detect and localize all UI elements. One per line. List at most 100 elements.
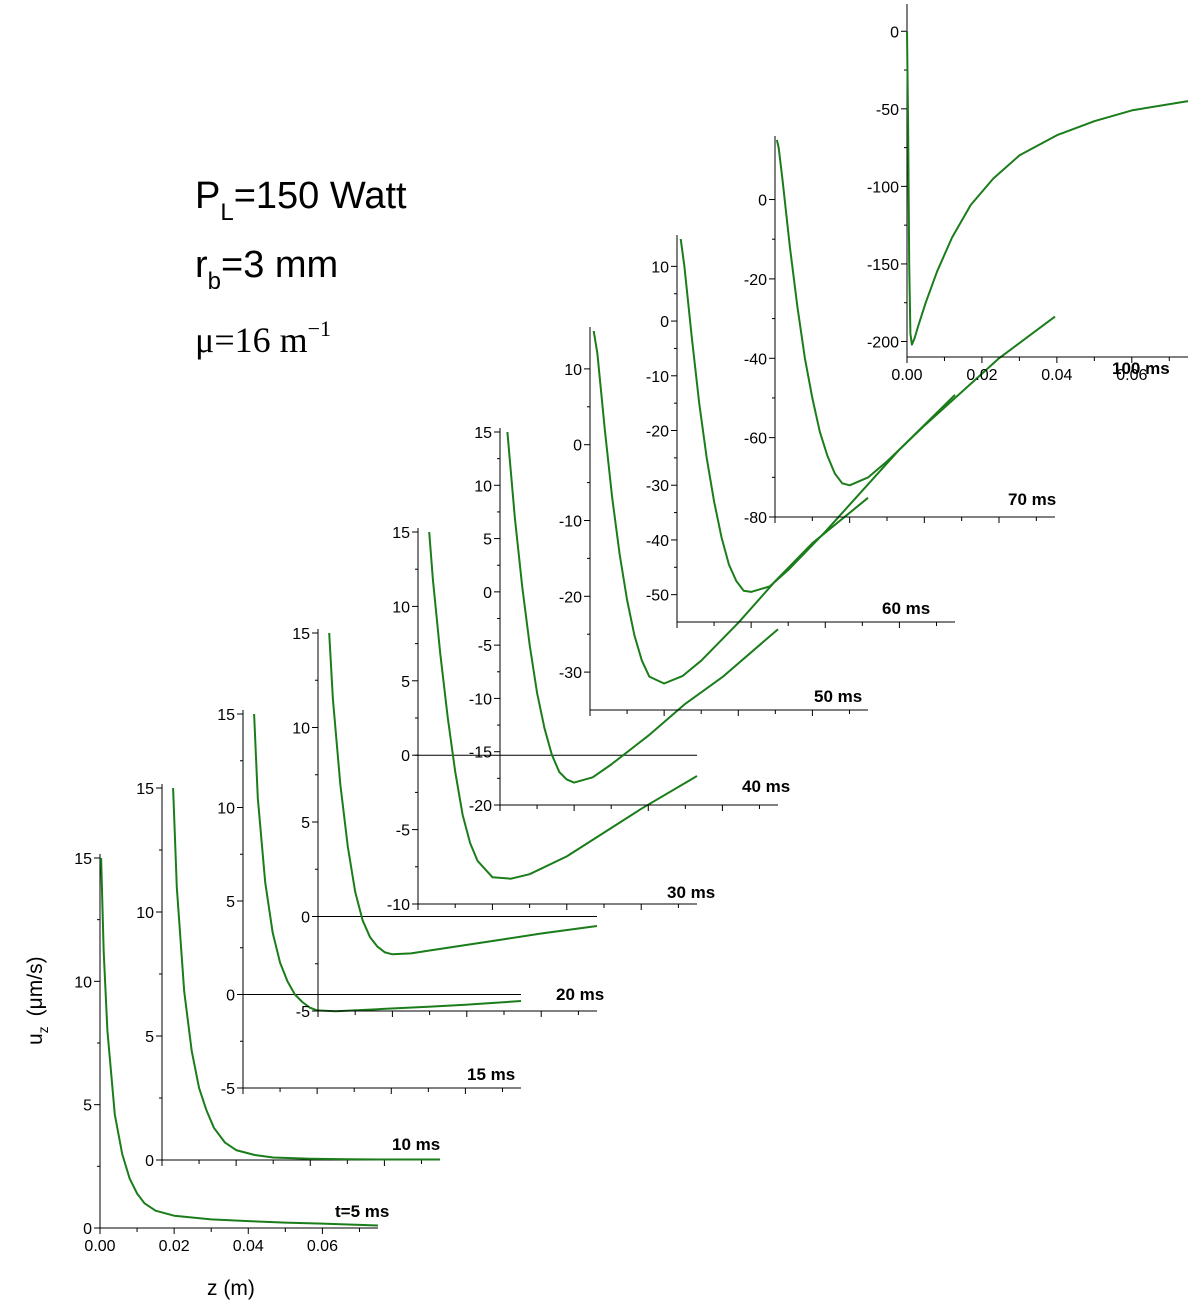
y-tick-label: 10	[74, 974, 92, 991]
y-tick-label: -10	[469, 691, 492, 708]
y-tick-label: 0	[483, 585, 492, 602]
y-tick-label: -5	[221, 1081, 235, 1098]
y-tick-label: -5	[296, 1004, 310, 1021]
y-tick-label: 5	[483, 532, 492, 549]
panel-9: 0.00 0.02 0.04 0.06 -200 -150 -100 -50 0 100 ms	[867, 4, 1189, 384]
y-tick-label: 5	[83, 1098, 92, 1115]
x-tick-label: 0.00	[84, 1238, 115, 1255]
panel-time-label: 100 ms	[1112, 359, 1170, 378]
panel-time-label: 50 ms	[814, 687, 862, 706]
y-tick-label: 0	[145, 1153, 154, 1170]
y-tick-label: -5	[396, 823, 410, 840]
panel-time-label: 15 ms	[467, 1065, 515, 1084]
y-tick-label: -20	[646, 424, 669, 441]
y-tick-label: 10	[292, 721, 310, 738]
y-tick-label: 5	[226, 894, 235, 911]
y-axis-title: uz(μm/s)	[24, 956, 51, 1045]
parameters-annotation: PL=150 Watt rb=3 mm μ=16 m−1	[195, 175, 407, 360]
y-tick-label: -20	[469, 798, 492, 815]
y-tick-label: 0	[573, 438, 582, 455]
panel-3: -5 0 5 10 15 20 ms	[292, 626, 604, 1021]
y-tick-label: 0	[660, 314, 669, 331]
y-tick-label: 15	[392, 525, 410, 542]
y-tick-label: 0	[401, 748, 410, 765]
y-tick-label: -20	[559, 589, 582, 606]
x-tick-label: 0.06	[1116, 367, 1147, 384]
y-tick-label: 15	[136, 781, 154, 798]
y-tick-label: 15	[292, 626, 310, 643]
y-tick-label: 10	[217, 801, 235, 818]
y-tick-label: 10	[651, 259, 669, 276]
panel-time-label: 40 ms	[742, 777, 790, 796]
x-tick-label: 0.04	[1041, 367, 1072, 384]
y-tick-label: 5	[401, 674, 410, 691]
series-line	[906, 31, 1189, 346]
y-tick-label: -15	[469, 745, 492, 762]
panel-time-label: t=5 ms	[335, 1202, 389, 1221]
series-line	[506, 431, 779, 784]
y-tick-label: -40	[744, 351, 767, 368]
y-tick-label: 0	[758, 193, 767, 210]
y-tick-label: -20	[744, 272, 767, 289]
y-tick-label: -50	[646, 588, 669, 605]
x-tick-label: 0.06	[307, 1238, 338, 1255]
radius-parameter: rb=3 mm	[195, 244, 338, 295]
series-line	[253, 713, 522, 1013]
series-line	[679, 238, 956, 593]
y-tick-label: -30	[646, 478, 669, 495]
y-tick-label: -80	[744, 510, 767, 527]
panel-time-label: 10 ms	[392, 1135, 440, 1154]
y-tick-label: 5	[301, 815, 310, 832]
panel-time-label: 60 ms	[882, 599, 930, 618]
panel-2: -5 0 5 10 15 15 ms	[217, 707, 522, 1098]
y-tick-label: -40	[646, 533, 669, 550]
y-tick-label: -100	[867, 179, 899, 196]
y-tick-label: -10	[559, 514, 582, 531]
y-tick-label: -150	[867, 257, 899, 274]
y-tick-label: -5	[478, 638, 492, 655]
series-line	[428, 531, 698, 880]
y-tick-label: 5	[145, 1029, 154, 1046]
y-tick-label: 0	[226, 988, 235, 1005]
power-parameter: PL=150 Watt	[195, 175, 407, 226]
x-tick-label: 0.02	[966, 367, 997, 384]
y-tick-label: -10	[387, 897, 410, 914]
x-tick-label: 0.00	[891, 367, 922, 384]
y-tick-label: 10	[474, 478, 492, 495]
y-tick-label: 0	[890, 24, 899, 41]
panel-0: 0.00 0.02 0.04 0.06 0 5 10 15 t=5 ms	[74, 851, 389, 1255]
x-axis-title: z (m)	[207, 1277, 255, 1300]
panel-time-label: 30 ms	[667, 883, 715, 902]
x-tick-label: 0.02	[159, 1238, 190, 1255]
y-tick-label: -10	[646, 369, 669, 386]
panels-group: 0.00 0.02 0.04 0.06 0 5 10 15 t=5 ms 0 5 10 15 10 ms -…	[74, 4, 1189, 1255]
mu-parameter: μ=16 m−1	[195, 316, 331, 360]
y-tick-label: -50	[876, 102, 899, 119]
panel-1: 0 5 10 15 10 ms	[136, 781, 440, 1170]
panel-6: -30 -20 -10 0 10 50 ms	[559, 327, 869, 716]
series-line	[172, 787, 440, 1161]
y-tick-label: 15	[74, 851, 92, 868]
y-tick-label: 10	[392, 599, 410, 616]
panel-7: -50 -40 -30 -20 -10 0 10 60 ms	[646, 235, 956, 628]
y-tick-label: 10	[136, 905, 154, 922]
series-line	[592, 330, 869, 685]
y-tick-label: -200	[867, 334, 899, 351]
x-tick-label: 0.04	[233, 1238, 264, 1255]
y-tick-label: 0	[301, 910, 310, 927]
y-tick-label: 15	[474, 425, 492, 442]
y-tick-label: 15	[217, 707, 235, 724]
y-tick-label: 0	[83, 1221, 92, 1238]
series-line	[775, 139, 1056, 487]
panel-time-label: 70 ms	[1008, 490, 1056, 509]
y-tick-label: -60	[744, 431, 767, 448]
series-line	[100, 857, 379, 1227]
series-line	[328, 632, 598, 956]
y-tick-label: -30	[559, 665, 582, 682]
y-tick-label: 10	[564, 362, 582, 379]
panel-time-label: 20 ms	[556, 985, 604, 1004]
